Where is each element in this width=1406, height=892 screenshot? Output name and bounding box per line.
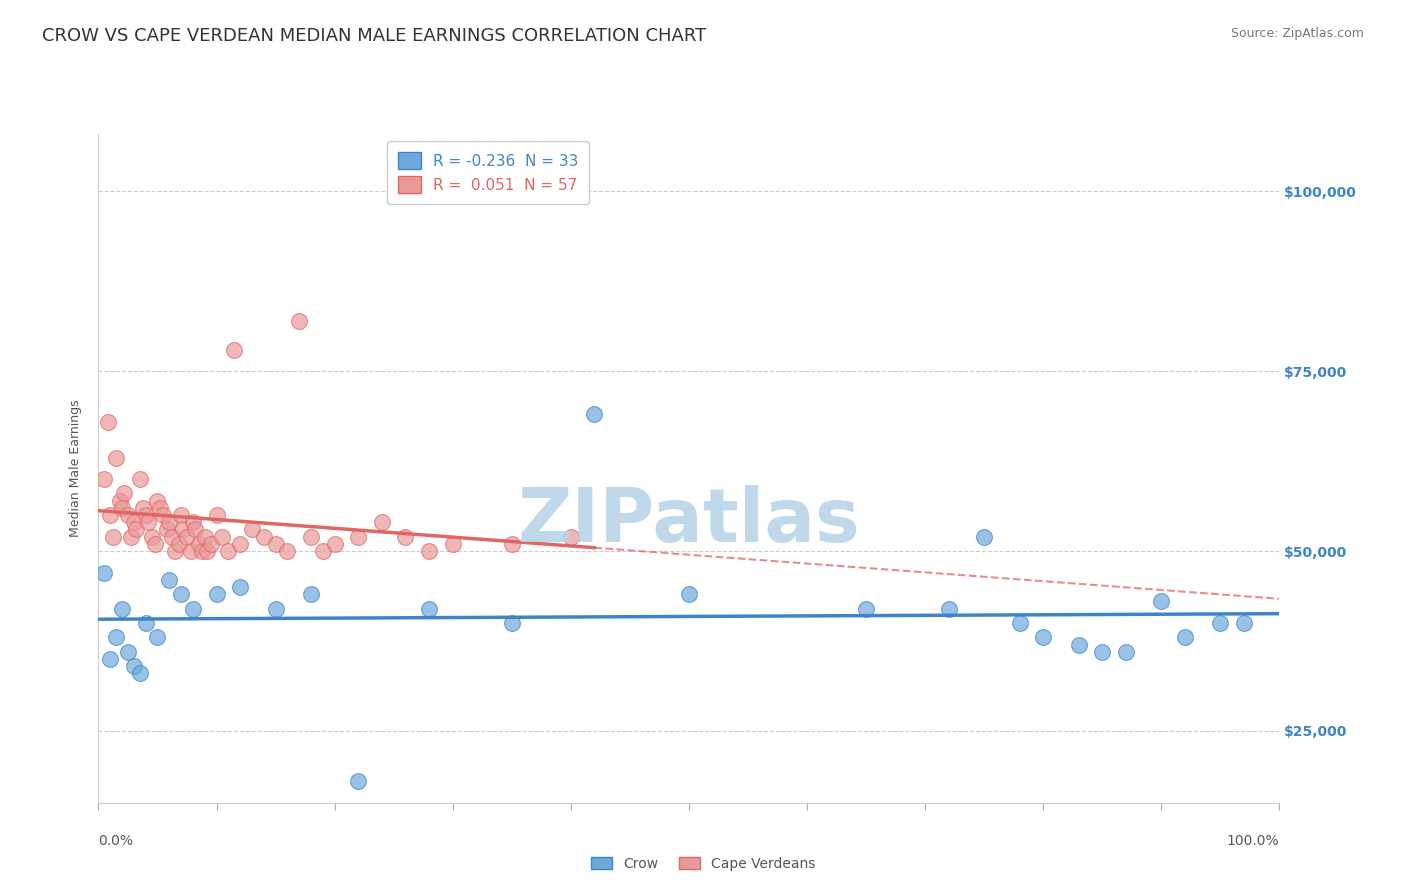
- Point: [323, 537, 346, 551]
- Point: [347, 530, 370, 544]
- Point: [371, 515, 394, 529]
- Point: [229, 537, 252, 551]
- Point: [1091, 645, 1114, 659]
- Point: [170, 587, 193, 601]
- Point: [136, 515, 159, 529]
- Point: [1150, 594, 1173, 608]
- Point: [441, 537, 464, 551]
- Point: [229, 580, 252, 594]
- Point: [299, 587, 322, 601]
- Point: [112, 486, 135, 500]
- Point: [394, 530, 416, 544]
- Text: 0.0%: 0.0%: [98, 834, 134, 848]
- Point: [93, 472, 115, 486]
- Point: [211, 530, 233, 544]
- Point: [117, 645, 139, 659]
- Point: [157, 515, 180, 529]
- Point: [1115, 645, 1137, 659]
- Point: [560, 530, 582, 544]
- Point: [1233, 615, 1256, 630]
- Point: [170, 508, 193, 522]
- Point: [101, 530, 124, 544]
- Point: [165, 544, 187, 558]
- Point: [855, 601, 877, 615]
- Point: [312, 544, 335, 558]
- Point: [1067, 638, 1090, 652]
- Text: Source: ZipAtlas.com: Source: ZipAtlas.com: [1230, 27, 1364, 40]
- Point: [156, 523, 179, 537]
- Point: [117, 508, 139, 522]
- Point: [157, 573, 180, 587]
- Point: [172, 523, 194, 537]
- Text: 100.0%: 100.0%: [1227, 834, 1279, 848]
- Text: ZIPatlas: ZIPatlas: [517, 485, 860, 558]
- Point: [288, 314, 311, 328]
- Point: [122, 659, 145, 673]
- Point: [128, 472, 150, 486]
- Point: [187, 537, 209, 551]
- Point: [264, 537, 287, 551]
- Point: [194, 530, 217, 544]
- Point: [180, 544, 202, 558]
- Point: [205, 508, 228, 522]
- Point: [93, 566, 115, 580]
- Point: [240, 523, 263, 537]
- Point: [97, 415, 120, 429]
- Point: [98, 652, 121, 666]
- Point: [149, 500, 172, 515]
- Point: [200, 537, 222, 551]
- Point: [217, 544, 239, 558]
- Point: [1008, 615, 1031, 630]
- Point: [122, 515, 145, 529]
- Point: [347, 774, 370, 789]
- Point: [1174, 631, 1197, 645]
- Legend: Crow, Cape Verdeans: Crow, Cape Verdeans: [585, 851, 821, 876]
- Point: [501, 615, 523, 630]
- Legend: R = -0.236  N = 33, R =  0.051  N = 57: R = -0.236 N = 33, R = 0.051 N = 57: [387, 142, 589, 203]
- Point: [152, 508, 174, 522]
- Point: [108, 493, 131, 508]
- Point: [98, 508, 121, 522]
- Point: [299, 530, 322, 544]
- Point: [418, 601, 440, 615]
- Point: [191, 544, 214, 558]
- Point: [938, 601, 960, 615]
- Y-axis label: Median Male Earnings: Median Male Earnings: [69, 400, 83, 537]
- Point: [1032, 631, 1054, 645]
- Point: [195, 544, 218, 558]
- Point: [264, 601, 287, 615]
- Point: [135, 615, 157, 630]
- Point: [167, 537, 190, 551]
- Point: [678, 587, 700, 601]
- Point: [1209, 615, 1232, 630]
- Point: [111, 601, 134, 615]
- Point: [105, 631, 128, 645]
- Point: [105, 450, 128, 465]
- Point: [143, 537, 166, 551]
- Point: [501, 537, 523, 551]
- Point: [276, 544, 298, 558]
- Point: [132, 500, 155, 515]
- Point: [146, 493, 169, 508]
- Point: [176, 530, 198, 544]
- Text: CROW VS CAPE VERDEAN MEDIAN MALE EARNINGS CORRELATION CHART: CROW VS CAPE VERDEAN MEDIAN MALE EARNING…: [42, 27, 706, 45]
- Point: [146, 631, 169, 645]
- Point: [141, 530, 163, 544]
- Point: [253, 530, 276, 544]
- Point: [181, 515, 204, 529]
- Point: [128, 666, 150, 681]
- Point: [111, 500, 134, 515]
- Point: [224, 343, 246, 357]
- Point: [121, 530, 143, 544]
- Point: [418, 544, 440, 558]
- Point: [181, 601, 204, 615]
- Point: [973, 530, 995, 544]
- Point: [583, 408, 606, 422]
- Point: [205, 587, 228, 601]
- Point: [184, 523, 207, 537]
- Point: [135, 508, 157, 522]
- Point: [160, 530, 183, 544]
- Point: [125, 523, 148, 537]
